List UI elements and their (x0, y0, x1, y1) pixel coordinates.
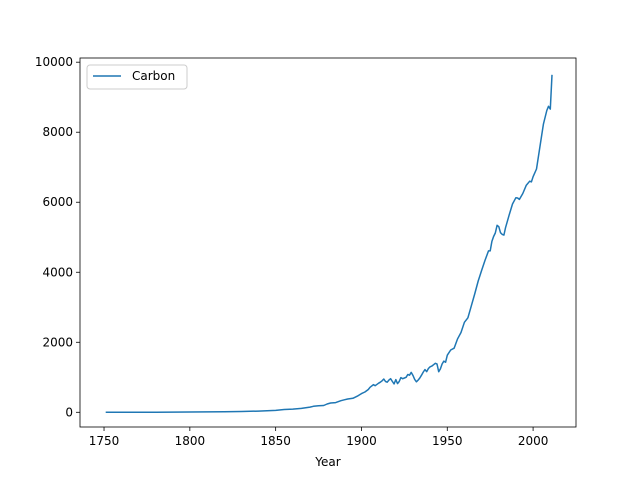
y-tick-label: 10000 (35, 55, 73, 69)
legend-label-carbon: Carbon (132, 69, 175, 83)
y-tick-label: 8000 (42, 125, 73, 139)
y-tick-label: 2000 (42, 335, 73, 349)
legend-box (86, 64, 188, 90)
series-line-carbon (105, 74, 553, 413)
y-axis: 0 2000 4000 6000 8000 10000 (35, 55, 80, 419)
y-tick-label: 4000 (42, 265, 73, 279)
x-axis: 1750 1800 1850 1900 1950 2000 (89, 427, 549, 448)
plot-frame (79, 57, 577, 428)
x-tick-label: 1850 (260, 434, 291, 448)
x-tick-label: 1750 (89, 434, 120, 448)
y-tick-label: 0 (65, 405, 73, 419)
series-layer (105, 74, 553, 413)
x-tick-label: 1900 (346, 434, 377, 448)
x-tick-label: 2000 (518, 434, 549, 448)
x-tick-label: 1800 (175, 434, 206, 448)
x-tick-label: 1950 (432, 434, 463, 448)
y-tick-label: 6000 (42, 195, 73, 209)
legend: Carbon (86, 64, 188, 90)
x-axis-label: Year (314, 455, 340, 469)
